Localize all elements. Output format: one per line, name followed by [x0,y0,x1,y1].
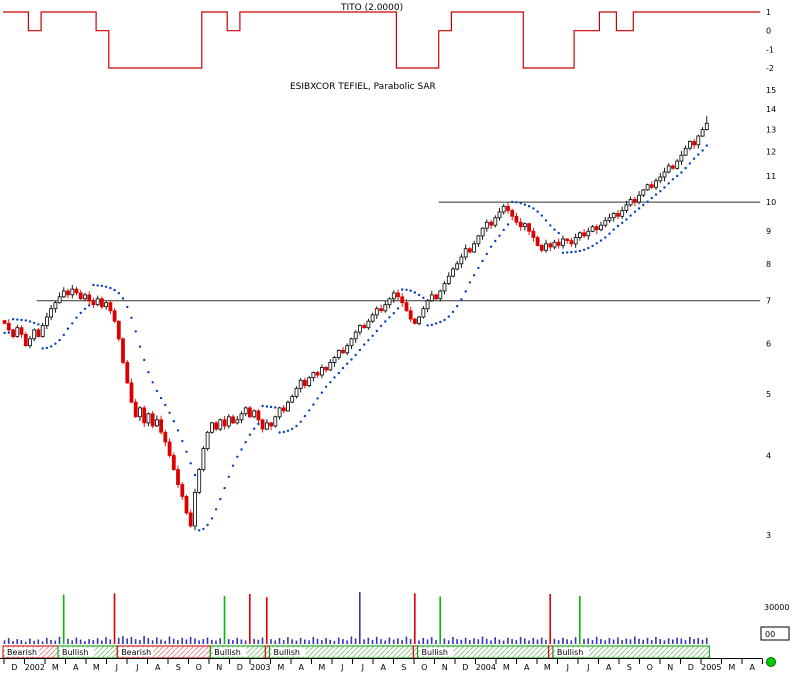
price-y-tick: 15 [766,86,776,95]
volume-scale-label: 00 [765,630,775,639]
x-axis-label: J [115,663,118,672]
x-axis-label: A [155,663,161,672]
x-axis-label: M [277,663,284,672]
trend-lines [36,201,761,302]
x-axis-label: M [93,663,100,672]
x-axis-label: J [586,663,589,672]
indicator-y-tick: 1 [766,8,771,17]
x-axis-label: J [566,663,569,672]
x-axis-label: A [606,663,612,672]
indicator-panel [3,11,761,69]
x-axis-label: S [401,663,406,672]
x-axis-label: 2004 [476,663,496,672]
parabolic-sar-dots [3,144,708,532]
x-axis-label: S [627,663,632,672]
x-axis-label: D [462,663,468,672]
x-axis: D 2002 M A M J J A S O N D 2003 M A M J J A S O N D 2004 M A M J J A S… [0,658,763,672]
x-axis-label: J [361,663,364,672]
chart-title: ESIBXCOR TEFIEL, Parabolic SAR [290,82,436,92]
indicator-y-tick: -2 [766,64,774,73]
x-axis-label: D [237,663,243,672]
price-y-tick: 13 [766,126,776,135]
price-y-tick: 12 [766,148,776,157]
x-axis-label: M [544,663,551,672]
ribbon-label: Bullish [557,648,583,657]
price-y-tick: 11 [766,172,776,181]
ribbon-label: Bearish [121,648,151,657]
x-axis-label: O [421,663,427,672]
x-axis-label: M [728,663,735,672]
price-y-tick: 4 [766,452,771,461]
x-axis-label: M [318,663,325,672]
candlestick-series [2,116,709,531]
price-y-tick: 6 [766,339,771,348]
x-axis-label: A [73,663,79,672]
ribbon-label: Bearish [7,648,37,657]
x-axis-label: O [196,663,202,672]
x-axis-label: M [503,663,510,672]
ribbon-label: Bullish [274,648,300,657]
price-y-tick: 9 [766,227,771,236]
price-y-tick: 14 [766,105,776,114]
x-axis-label: S [176,663,181,672]
x-axis-label: O [647,663,653,672]
x-axis-label: A [299,663,305,672]
x-axis-label: A [381,663,387,672]
x-axis-label: M [52,663,59,672]
x-axis-label: D [688,663,694,672]
trend-ribbon: Bearish Bullish Bearish Bullish Bullish Bulli… [2,645,710,659]
ribbon-label: Bullish [62,648,88,657]
x-axis-label: 2005 [701,663,721,672]
indicator-title: TITO (2.0000) [341,3,404,13]
x-axis-label: D [11,663,17,672]
volume-bars [3,592,708,645]
x-axis-label: 2002 [25,663,45,672]
price-y-tick: 8 [766,260,771,269]
price-y-tick: 7 [766,297,771,306]
price-y-tick: 10 [766,198,776,207]
ribbon-label: Bullish [214,648,240,657]
x-axis-label: N [216,663,222,672]
x-axis-label: 2003 [250,663,270,672]
indicator-y-tick: -1 [766,45,774,54]
indicator-y-tick: 0 [766,27,771,36]
x-axis-label: A [750,663,756,672]
x-axis-label: J [340,663,343,672]
price-y-tick: 3 [766,531,771,540]
x-axis-label: N [442,663,448,672]
x-axis-label: N [667,663,673,672]
volume-y-tick: 30000 [764,603,789,612]
price-y-tick: 5 [766,390,771,399]
x-axis-label: A [524,663,530,672]
status-icon [766,657,776,667]
ribbon-label: Bullish [422,648,448,657]
x-axis-label: J [135,663,138,672]
